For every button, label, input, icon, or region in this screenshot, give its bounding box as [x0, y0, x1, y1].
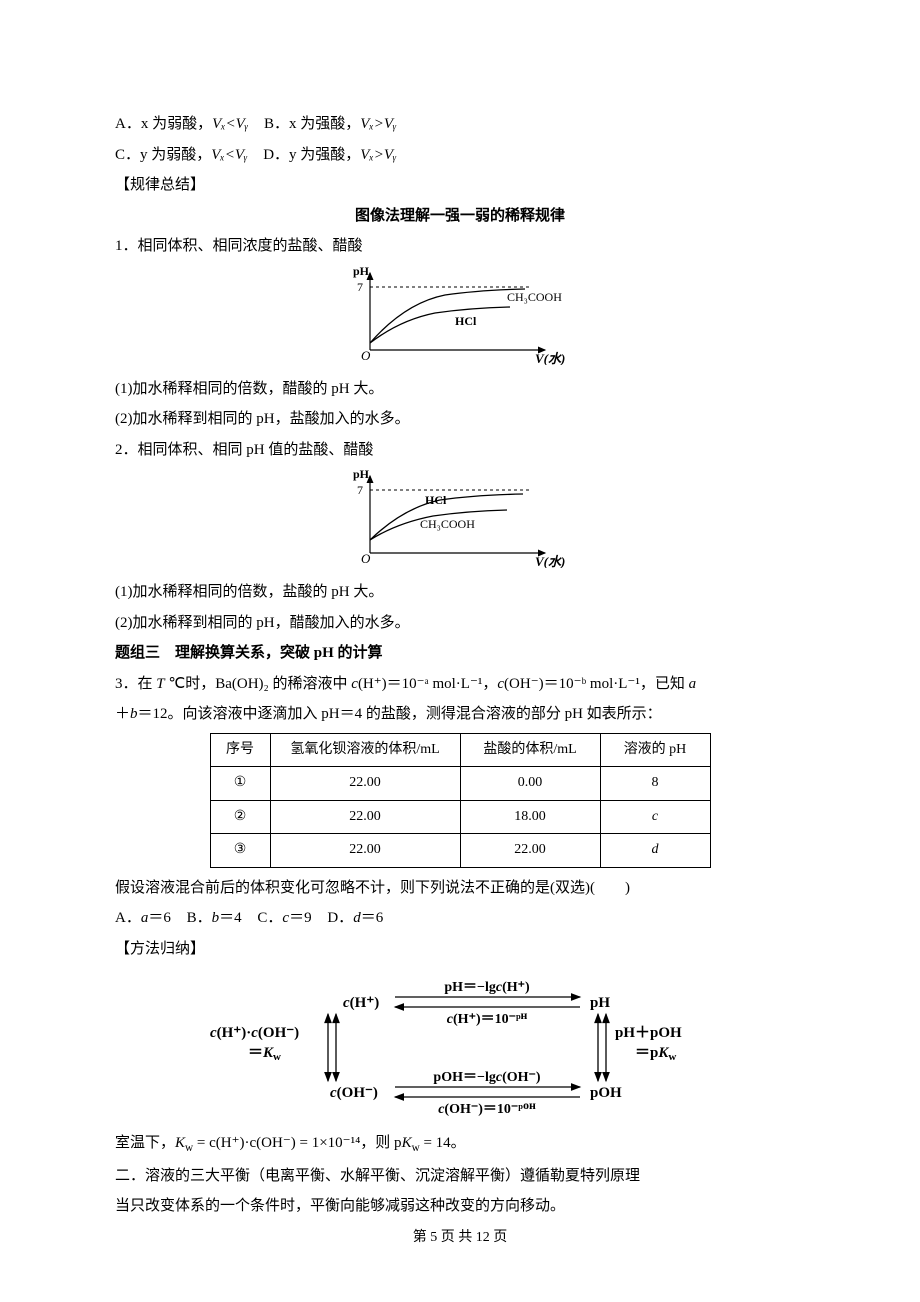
- q3-after1: 假设溶液混合前后的体积变化可忽略不计，则下列说法不正确的是(双选)( ): [115, 874, 805, 903]
- table-header-cell: 溶液的 pH: [600, 733, 710, 767]
- q3-odv: ＝6: [361, 910, 384, 926]
- table-cell: 8: [600, 767, 710, 801]
- q3-2b: ＝12。向该溶液中逐滴加入 pH＝4 的盐酸，测得混合溶液的部分 pH 如表所示…: [138, 706, 662, 722]
- svg-text:c(H⁺): c(H⁺): [343, 995, 379, 1011]
- graph2-container: pH 7 HCl CH₃COOH O V(水): [115, 468, 805, 568]
- data-table: 序号氢氧化钡溶液的体积/mL盐酸的体积/mL溶液的 pH ①22.000.008…: [210, 733, 711, 868]
- option-d-formula: Vₓ>Vᵧ: [360, 147, 396, 163]
- option-a: A．x 为弱酸，: [115, 116, 212, 132]
- option-a-formula: Vₓ<Vᵧ: [212, 116, 248, 132]
- graph1-origin: O: [361, 348, 371, 363]
- q3-ob: B．: [187, 910, 212, 926]
- graph1-ytick: 7: [357, 280, 363, 294]
- table-row: ③22.0022.00d: [210, 834, 710, 868]
- svg-text:pH＝−lgc(H⁺): pH＝−lgc(H⁺): [444, 980, 530, 995]
- q3-intro-line2: ＋b＝12。向该溶液中逐滴加入 pH＝4 的盐酸，测得混合溶液的部分 pH 如表…: [115, 700, 805, 729]
- graph2-origin: O: [361, 551, 371, 566]
- q3-1b: ℃时，Ba(OH)₂ 的稀溶液中: [165, 676, 352, 692]
- table-cell: d: [600, 834, 710, 868]
- q3-options: A．a＝6 B．b＝4 C．c＝9 D．d＝6: [115, 904, 805, 933]
- diagram-svg: c(H⁺)·c(OH⁻) ＝Kw c(H⁺) pH pH＝−lgc(H⁺) c(…: [195, 969, 725, 1119]
- rule2-title: 2．相同体积、相同 pH 值的盐酸、醋酸: [115, 436, 805, 465]
- svg-text:c(OH⁻): c(OH⁻): [330, 1085, 378, 1101]
- graph1-top-curve: CH₃COOH: [507, 290, 562, 304]
- table-cell: 18.00: [460, 800, 600, 834]
- left-eq-top: c(H⁺)·c(OH⁻): [210, 1025, 299, 1041]
- after-diagram-line: 室温下，Kw = c(H⁺)·c(OH⁻) = 1×10⁻¹⁴，则 pKw = …: [115, 1129, 805, 1159]
- section2-title: 二．溶液的三大平衡（电离平衡、水解平衡、沉淀溶解平衡）遵循勒夏特列原理: [115, 1162, 805, 1191]
- svg-text:pOH＝−lgc(OH⁻): pOH＝−lgc(OH⁻): [433, 1070, 540, 1085]
- table-header-cell: 序号: [210, 733, 270, 767]
- graph2-xlabel: V(水): [535, 554, 565, 568]
- q3-oa: A．: [115, 910, 141, 926]
- table-header-cell: 盐酸的体积/mL: [460, 733, 600, 767]
- method-title: 【方法归纳】: [115, 935, 805, 964]
- graph2-svg: pH 7 HCl CH₃COOH O V(水): [335, 468, 585, 568]
- q3-2a: ＋: [115, 706, 130, 722]
- svg-text:＝pKw: ＝pKw: [635, 1045, 676, 1063]
- table-cell: 0.00: [460, 767, 600, 801]
- page-number: 第 5 页 共 12 页: [0, 1225, 920, 1252]
- table-cell: 22.00: [270, 834, 460, 868]
- table-cell: ①: [210, 767, 270, 801]
- q3-od: D．: [327, 910, 353, 926]
- rule1-1: (1)加水稀释相同的倍数，醋酸的 pH 大。: [115, 375, 805, 404]
- rule-summary-label: 【规律总结】: [115, 171, 805, 200]
- conversion-diagram: c(H⁺)·c(OH⁻) ＝Kw c(H⁺) pH pH＝−lgc(H⁺) c(…: [115, 969, 805, 1119]
- option-c-formula: Vₓ<Vᵧ: [211, 147, 247, 163]
- rule2-2: (2)加水稀释到相同的 pH，醋酸加入的水多。: [115, 609, 805, 638]
- option-c: C．y 为弱酸，: [115, 147, 211, 163]
- graph1-bot-curve: HCl: [455, 314, 477, 328]
- q3-1d: (OH⁻)＝10⁻ᵇ mol·L⁻¹，已知: [504, 676, 689, 692]
- svg-text:pOH: pOH: [590, 1085, 622, 1101]
- q3-1c: (H⁺)＝10⁻ᵃ mol·L⁻¹，: [358, 676, 497, 692]
- q3-obv: ＝4: [219, 910, 242, 926]
- table-header-cell: 氢氧化钡溶液的体积/mL: [270, 733, 460, 767]
- after-d3: = 14。: [420, 1135, 466, 1151]
- q3-oc: C．: [257, 910, 282, 926]
- option-d: D．y 为强酸，: [263, 147, 360, 163]
- after-d1: 室温下，: [115, 1135, 175, 1151]
- svg-text:c(H⁺)＝10⁻ᵖᴴ: c(H⁺)＝10⁻ᵖᴴ: [447, 1012, 528, 1027]
- table-row: ①22.000.008: [210, 767, 710, 801]
- q3-1a: 3．在: [115, 676, 156, 692]
- left-eq-bot: ＝Kw: [248, 1045, 281, 1063]
- graph2-bot-curve: CH₃COOH: [420, 517, 475, 531]
- table-cell: ②: [210, 800, 270, 834]
- option-line-cd: C．y 为弱酸，Vₓ<Vᵧ D．y 为强酸，Vₓ>Vᵧ: [115, 141, 805, 170]
- option-line-ab: A．x 为弱酸，Vₓ<Vᵧ B．x 为强酸，Vₓ>Vᵧ: [115, 110, 805, 139]
- table-header-row: 序号氢氧化钡溶液的体积/mL盐酸的体积/mL溶液的 pH: [210, 733, 710, 767]
- graph1-xlabel: V(水): [535, 351, 565, 365]
- svg-text:pH: pH: [590, 995, 610, 1011]
- group3-title: 题组三 理解换算关系，突破 pH 的计算: [115, 639, 805, 668]
- rule2-1: (1)加水稀释相同的倍数，盐酸的 pH 大。: [115, 578, 805, 607]
- table-cell: 22.00: [460, 834, 600, 868]
- graph2-ylabel: pH: [353, 468, 370, 481]
- q3-oav: ＝6: [148, 910, 171, 926]
- table-row: ②22.0018.00c: [210, 800, 710, 834]
- option-b: B．x 为强酸，: [264, 116, 360, 132]
- table-body: ①22.000.008②22.0018.00c③22.0022.00d: [210, 767, 710, 868]
- graph2-ytick: 7: [357, 483, 363, 497]
- table-cell: 22.00: [270, 767, 460, 801]
- rule1-title: 1．相同体积、相同浓度的盐酸、醋酸: [115, 232, 805, 261]
- table-cell: c: [600, 800, 710, 834]
- option-b-formula: Vₓ>Vᵧ: [360, 116, 396, 132]
- section2-line: 当只改变体系的一个条件时，平衡向能够减弱这种改变的方向移动。: [115, 1192, 805, 1221]
- after-d2: = c(H⁺)·c(OH⁻) = 1×10⁻¹⁴，则 p: [193, 1135, 401, 1151]
- graph1-ylabel: pH: [353, 265, 370, 278]
- q3-ocv: ＝9: [289, 910, 312, 926]
- table-cell: ③: [210, 834, 270, 868]
- svg-text:c(OH⁻)＝10⁻ᵖᴼᴴ: c(OH⁻)＝10⁻ᵖᴼᴴ: [438, 1102, 536, 1117]
- graph-method-title: 图像法理解一强一弱的稀释规律: [115, 202, 805, 231]
- graph1-svg: pH 7 CH₃COOH HCl O V(水): [335, 265, 585, 365]
- q3-intro-line1: 3．在 T ℃时，Ba(OH)₂ 的稀溶液中 c(H⁺)＝10⁻ᵃ mol·L⁻…: [115, 670, 805, 699]
- graph1-container: pH 7 CH₃COOH HCl O V(水): [115, 265, 805, 365]
- table-cell: 22.00: [270, 800, 460, 834]
- graph2-top-curve: HCl: [425, 493, 447, 507]
- rule1-2: (2)加水稀释到相同的 pH，盐酸加入的水多。: [115, 405, 805, 434]
- svg-text:pH＋pOH: pH＋pOH: [615, 1025, 682, 1041]
